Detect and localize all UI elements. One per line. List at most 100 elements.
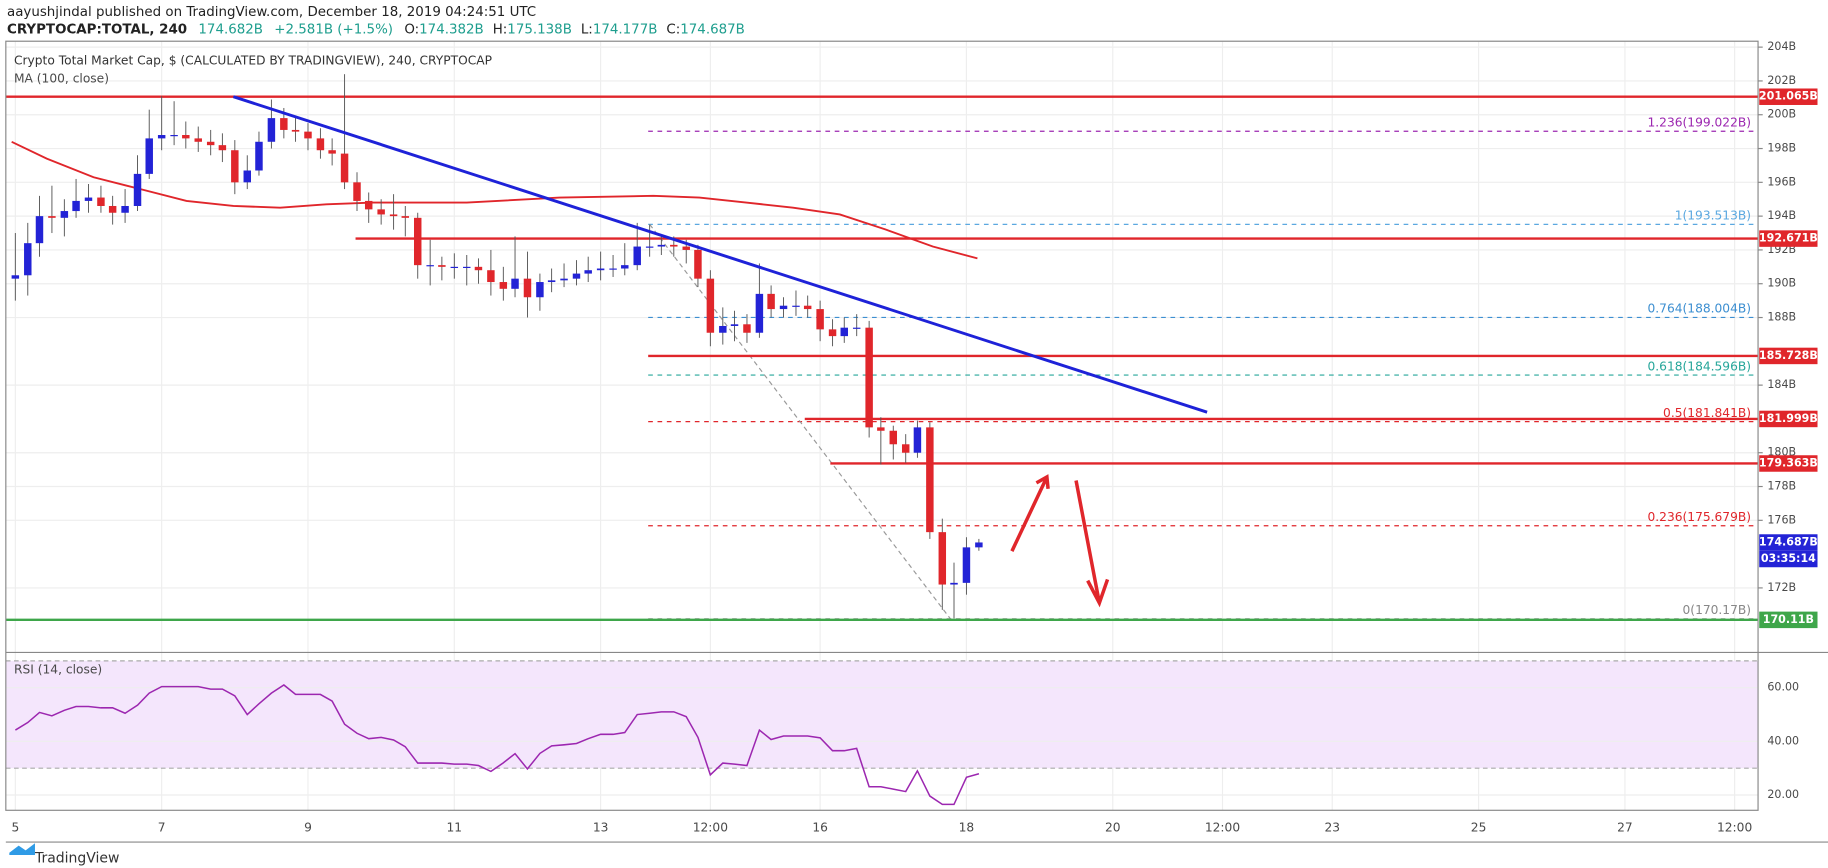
candle-body	[182, 135, 190, 139]
price-tag-label: 192.671B	[1759, 232, 1818, 245]
price-tag	[1759, 230, 1818, 247]
candle-body	[926, 427, 934, 533]
candle-body	[97, 197, 105, 206]
last-price-tag-label: 174.687B	[1759, 535, 1818, 548]
candle-body	[11, 275, 20, 279]
candle-body	[706, 278, 715, 333]
price-tag	[1759, 88, 1818, 105]
candle-body	[596, 268, 605, 271]
quote-label: H:	[493, 21, 508, 37]
y-tick-label: 184B	[1767, 378, 1796, 391]
candle-body	[145, 138, 153, 174]
quote-value: 174.382B	[419, 21, 484, 37]
candle-body	[463, 266, 471, 269]
candle-body	[523, 278, 532, 298]
fib-label: 0.236(175.679B)	[1647, 510, 1751, 524]
trendline	[232, 95, 1208, 414]
candle-body	[719, 325, 727, 333]
y-tick-label: 172B	[1767, 581, 1796, 594]
candle-body	[657, 244, 666, 247]
x-tick-label: 11	[447, 820, 463, 834]
candle-body	[816, 309, 824, 330]
y-tick-label: 178B	[1767, 479, 1796, 492]
candle-body	[730, 324, 739, 326]
x-tick-label: 20	[1105, 820, 1121, 834]
brand: TradingView	[34, 851, 119, 867]
candle-body	[328, 150, 336, 154]
candle-body	[828, 329, 837, 337]
timer-box	[1759, 550, 1818, 568]
fib-label: 1(193.513B)	[1675, 209, 1751, 223]
candle-body	[572, 273, 581, 279]
price-tag-label: 181.999B	[1759, 412, 1818, 425]
candle-body	[840, 327, 848, 337]
y-tick-label: 198B	[1767, 141, 1796, 154]
candle-body	[743, 324, 751, 333]
candle-body	[218, 145, 227, 151]
candle-body	[170, 135, 178, 137]
candle-body	[72, 200, 80, 212]
candle-body	[547, 280, 556, 283]
candle-body	[121, 205, 129, 213]
quote-value: 175.138B	[507, 21, 572, 37]
candle-body	[975, 542, 983, 548]
price-tag-label: 179.363B	[1759, 456, 1818, 469]
grid	[5, 41, 1759, 811]
candle-body	[755, 293, 764, 333]
rsi-band	[5, 660, 1759, 769]
candle-body	[852, 327, 861, 329]
candle-body	[231, 150, 239, 183]
price-tag-label: 185.728B	[1759, 349, 1818, 362]
y-tick-label: 188B	[1767, 310, 1796, 323]
candle-body	[389, 214, 398, 217]
frame	[5, 40, 1759, 811]
candle-body	[694, 249, 702, 279]
quote-label: C:	[666, 21, 680, 37]
candle-body	[291, 129, 300, 132]
symbol: CRYPTOCAP:TOTAL, 240	[7, 21, 187, 37]
y-tick-label: 200B	[1767, 108, 1796, 121]
candle-body	[24, 243, 32, 276]
candle-body	[792, 305, 800, 307]
candle-body	[877, 427, 885, 431]
candle-body	[609, 268, 617, 270]
candle-body	[450, 266, 459, 269]
candle-body	[913, 427, 922, 453]
price-tag	[1759, 455, 1818, 472]
ma-label: MA (100, close)	[14, 71, 109, 85]
candle-body	[340, 153, 349, 183]
quote-label: L:	[581, 21, 593, 37]
y-tick-label: 194B	[1767, 209, 1796, 222]
candle-body	[584, 270, 592, 274]
candle-body	[889, 430, 898, 445]
publish-info: aayushjindal published on TradingView.co…	[7, 4, 536, 20]
plot: 5 7 9 11 13 12:00 16 18 20 12:00 23 25 27 12:00 204B 20…	[5, 40, 1818, 834]
fib-label: 0(170.17B)	[1683, 603, 1752, 617]
quote-value: 174.687B	[680, 21, 745, 37]
change: +2.581B (+1.5%)	[274, 21, 393, 37]
candle-body	[377, 209, 385, 215]
quote-label: O:	[404, 21, 419, 37]
y-tick-label: 202B	[1767, 74, 1796, 87]
fib-label: 0.5(181.841B)	[1663, 406, 1751, 420]
y-tick-label: 190B	[1767, 277, 1796, 290]
candle-body	[133, 173, 142, 206]
y-tick-label: 204B	[1767, 40, 1796, 53]
candle-body	[255, 141, 263, 171]
candle-body	[633, 246, 641, 266]
fib-label: 0.764(188.004B)	[1647, 302, 1751, 316]
x-tick-label: 23	[1324, 820, 1340, 834]
last-value: 174.682B	[198, 21, 263, 37]
candle-body	[194, 138, 202, 142]
quote-value: 174.177B	[593, 21, 658, 37]
price-tag-label: 170.11B	[1763, 613, 1814, 626]
candle-body	[487, 270, 495, 283]
y-tick-label: 176B	[1767, 513, 1796, 526]
candle-body	[901, 444, 910, 453]
candle-body	[401, 216, 410, 218]
x-tick-label: 7	[158, 820, 166, 834]
rsi-tick-label: 20.00	[1767, 788, 1799, 801]
price-tag-label: 201.065B	[1759, 90, 1818, 103]
candle-body	[48, 216, 56, 218]
